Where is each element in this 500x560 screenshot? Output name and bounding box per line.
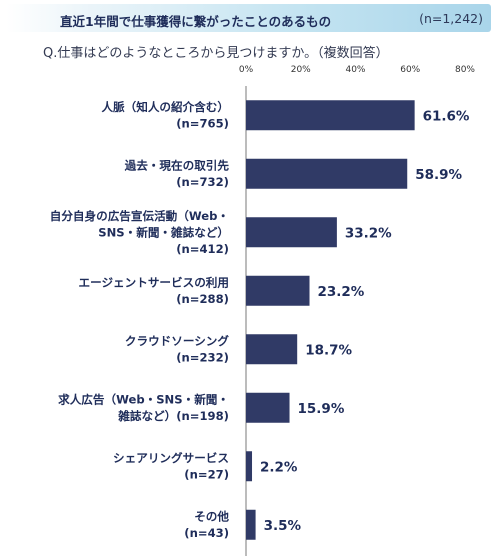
x-tick-label: 0% — [239, 65, 254, 75]
bar — [246, 158, 408, 189]
category-label: (n=765) — [176, 117, 229, 131]
data-label: 58.9% — [415, 167, 462, 183]
data-label: 3.5% — [264, 518, 302, 534]
bar — [246, 509, 256, 540]
category-label: (n=288) — [176, 292, 229, 306]
category-label: クラウドソーシング — [125, 334, 230, 348]
bar — [246, 217, 337, 248]
bar — [246, 334, 298, 365]
data-label: 2.2% — [260, 459, 298, 475]
data-label: 15.9% — [298, 401, 345, 417]
chart-title: 直近1年間で仕事獲得に繋がったことのあるもの — [60, 14, 332, 29]
x-tick-label: 80% — [455, 65, 475, 75]
x-tick-label: 60% — [400, 65, 420, 75]
bar — [246, 100, 415, 131]
bar — [246, 275, 310, 306]
category-label: (n=412) — [176, 242, 229, 256]
category-label: (n=27) — [184, 468, 229, 482]
category-label: 人脈（知人の紹介含む） — [101, 100, 229, 114]
category-label: 求人広告（Web・SNS・新聞・ — [58, 393, 229, 407]
category-label: (n=43) — [184, 526, 229, 540]
title-banner: 直近1年間で仕事獲得に繋がったことのあるもの (n=1,242) — [6, 4, 491, 32]
category-label: 自分自身の広告宣伝活動（Web・ — [50, 209, 229, 223]
bar — [246, 451, 253, 482]
category-label: エージェントサービスの利用 — [79, 276, 230, 290]
data-label: 23.2% — [318, 284, 365, 300]
category-label: 過去・現在の取引先 — [124, 159, 230, 173]
category-label: (n=232) — [176, 351, 229, 365]
survey-question: Q.仕事はどのようなところから見つけますか。（複数回答） — [43, 46, 389, 61]
x-tick-label: 40% — [345, 65, 365, 75]
category-label: その他 — [194, 510, 229, 524]
category-label: 雑誌など）(n=198) — [117, 409, 229, 423]
data-label: 33.2% — [345, 225, 392, 241]
sample-size: (n=1,242) — [419, 11, 483, 26]
x-tick-label: 20% — [291, 65, 311, 75]
data-label: 18.7% — [305, 342, 352, 358]
category-label: SNS・新聞・雑誌など） — [98, 225, 229, 239]
category-label: (n=732) — [176, 175, 229, 189]
category-label: シェアリングサービス — [113, 451, 229, 465]
bar — [246, 392, 290, 423]
data-label: 61.6% — [423, 108, 470, 124]
